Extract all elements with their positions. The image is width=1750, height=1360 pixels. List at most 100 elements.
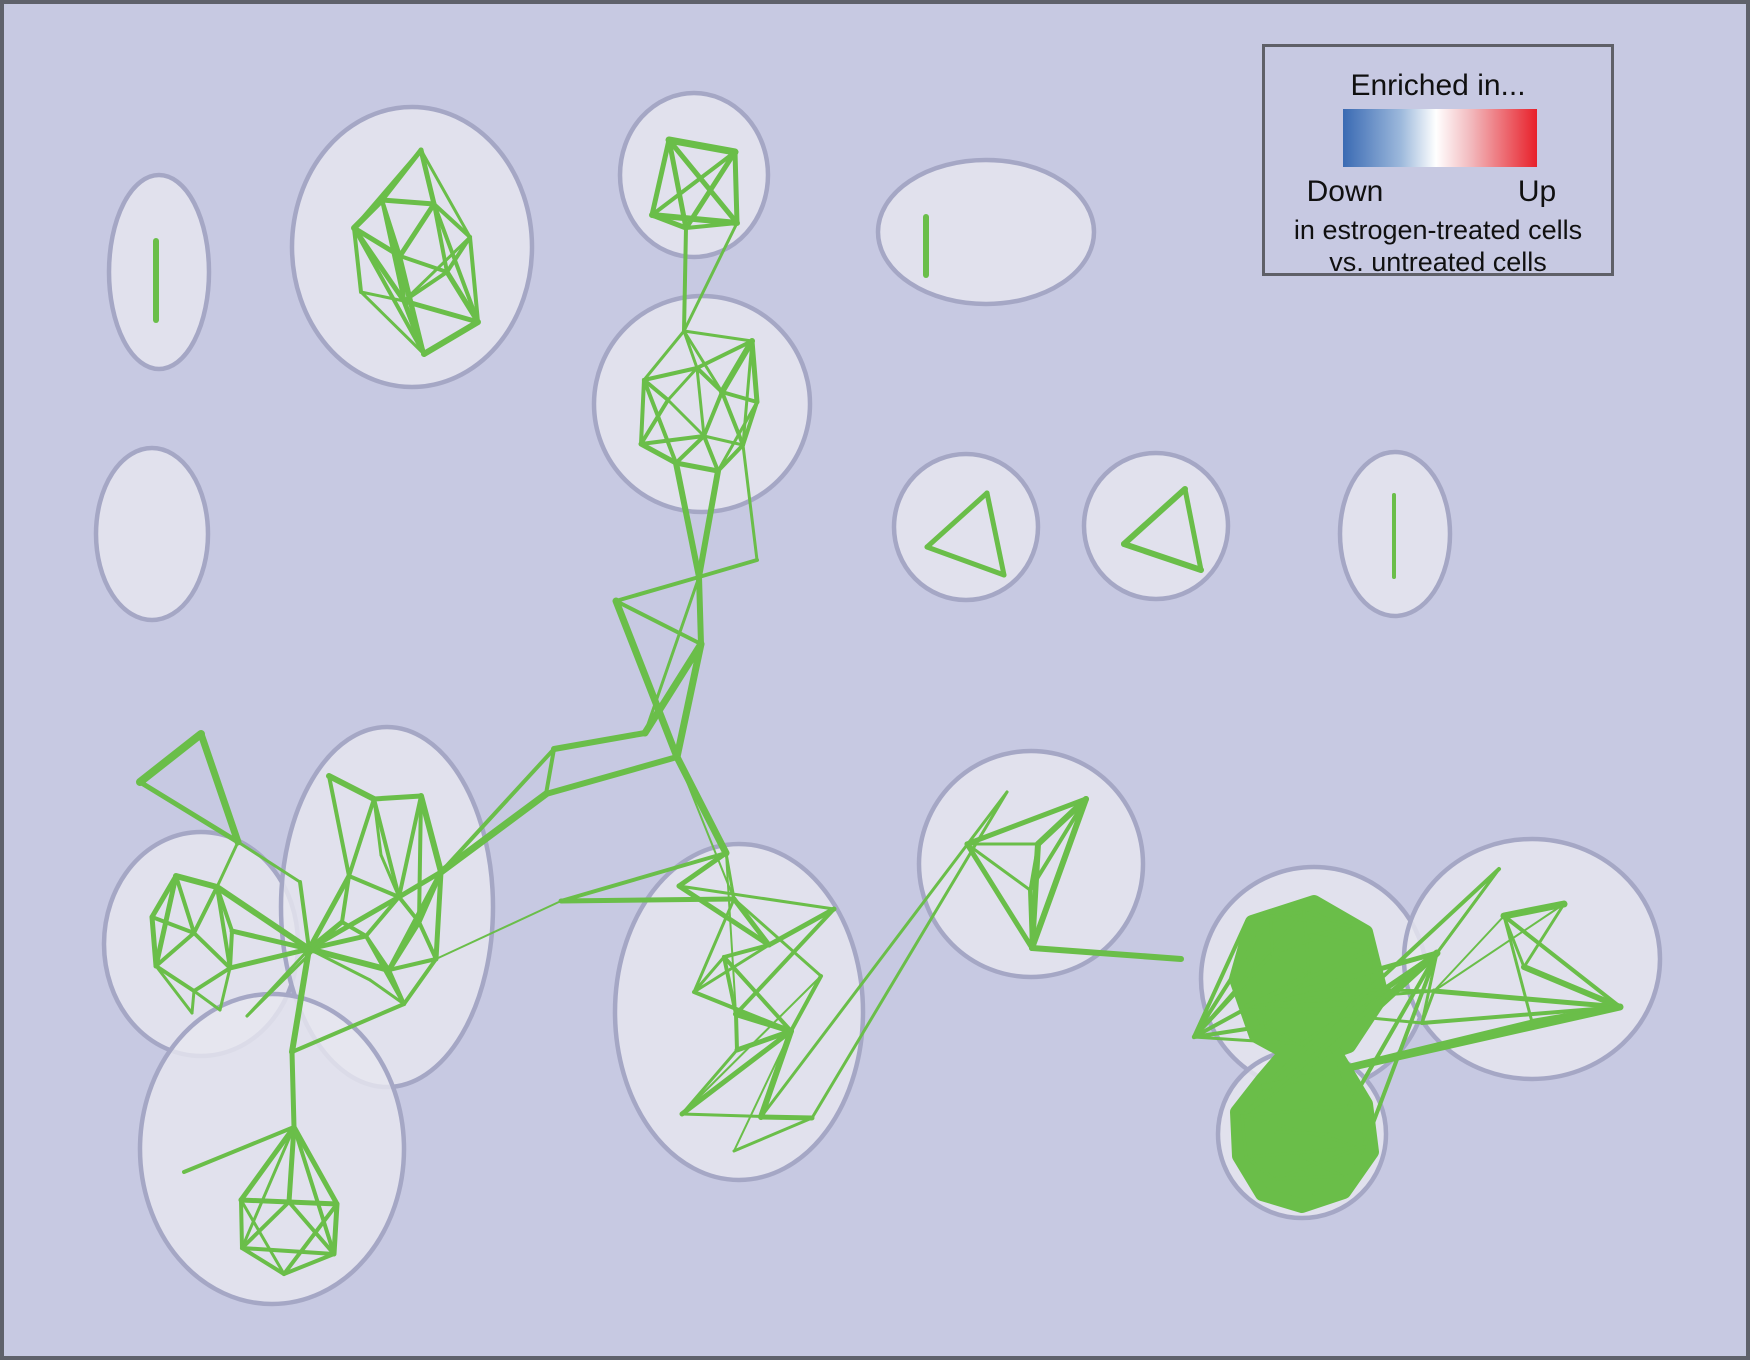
edge: [397, 201, 437, 259]
edge: [964, 796, 1089, 847]
edge: [1264, 1024, 1304, 1046]
edge: [192, 885, 219, 935]
edge: [372, 797, 401, 899]
edge: [1339, 947, 1374, 991]
edge: [402, 270, 449, 303]
edge: [468, 235, 480, 324]
edge: [684, 221, 739, 230]
edge: [298, 880, 311, 951]
edge: [749, 338, 760, 405]
edge: [154, 964, 196, 993]
edge: [666, 137, 740, 226]
edge: [435, 900, 562, 960]
cluster-bubble-trna-processing: [137, 991, 407, 1307]
cluster-bubble-translation: [289, 104, 535, 390]
edge: [432, 202, 480, 324]
edge: [197, 730, 242, 846]
edge: [1272, 1145, 1366, 1181]
edge: [639, 378, 646, 446]
edge: [291, 1124, 340, 1207]
edge: [702, 434, 720, 473]
edge: [150, 915, 196, 935]
edge: [402, 957, 438, 1006]
edge: [282, 1252, 336, 1276]
edge: [758, 1028, 794, 1120]
edge: [676, 883, 772, 948]
edge: [1500, 900, 1568, 920]
edge: [673, 460, 721, 474]
edge: [292, 1125, 336, 1256]
edge: [551, 730, 648, 752]
edge: [642, 366, 699, 382]
edge: [720, 390, 745, 447]
edge: [182, 1125, 296, 1174]
edge: [612, 597, 681, 761]
edge: [192, 966, 232, 993]
edge: [682, 329, 754, 343]
edge: [1192, 952, 1274, 1039]
edge: [154, 964, 194, 1015]
edge: [696, 468, 721, 580]
edge: [722, 955, 793, 1033]
edge: [683, 149, 738, 231]
edge: [380, 198, 426, 356]
edge: [673, 460, 702, 580]
edge: [676, 756, 735, 900]
edge: [1182, 486, 1204, 573]
edge: [1521, 964, 1623, 1010]
edge: [1028, 842, 1040, 892]
edge: [682, 329, 724, 394]
edge: [614, 575, 701, 603]
edge: [733, 1011, 794, 1034]
edge: [964, 841, 1035, 951]
edge: [306, 873, 352, 952]
edge: [398, 254, 449, 274]
edge: [666, 398, 706, 438]
edge: [397, 794, 423, 899]
edge: [1340, 1145, 1366, 1178]
legend-box: Enriched in... Down Up in estrogen-treat…: [1262, 44, 1614, 277]
edge: [359, 290, 406, 303]
edge: [214, 884, 312, 952]
edge: [665, 136, 739, 156]
edge: [154, 931, 196, 968]
edge: [433, 869, 444, 962]
edge: [1028, 797, 1088, 892]
edge: [1309, 934, 1366, 1006]
edge: [732, 897, 823, 978]
edge: [558, 896, 737, 904]
edge: [1347, 951, 1439, 1108]
edge: [695, 366, 706, 438]
edge: [1299, 1154, 1344, 1178]
edge: [1300, 1100, 1331, 1136]
edge: [543, 754, 680, 797]
edge: [368, 978, 406, 1006]
edge: [351, 225, 403, 259]
edge: [1245, 1004, 1424, 1025]
edge: [719, 338, 755, 395]
edge: [437, 790, 550, 876]
edge: [239, 1198, 339, 1206]
edge: [641, 640, 705, 737]
edge: [229, 928, 312, 952]
edge: [1435, 867, 1501, 955]
edge: [1029, 945, 1184, 962]
edge: [352, 226, 426, 356]
edge: [682, 226, 688, 333]
edge: [638, 441, 679, 466]
edge: [1274, 1130, 1331, 1136]
edge: [418, 793, 444, 875]
edge: [136, 730, 205, 786]
edge: [239, 1198, 286, 1276]
edge: [286, 1124, 297, 1205]
edge: [1347, 1104, 1366, 1149]
edge: [1244, 950, 1440, 1009]
edge: [417, 794, 423, 924]
edge: [642, 378, 678, 465]
edge: [289, 1049, 297, 1130]
edge: [642, 378, 670, 402]
edge: [282, 1202, 339, 1276]
edge: [1327, 1132, 1366, 1149]
edge: [240, 1246, 286, 1276]
cluster-bubble-tight-junctions: [1081, 450, 1231, 602]
